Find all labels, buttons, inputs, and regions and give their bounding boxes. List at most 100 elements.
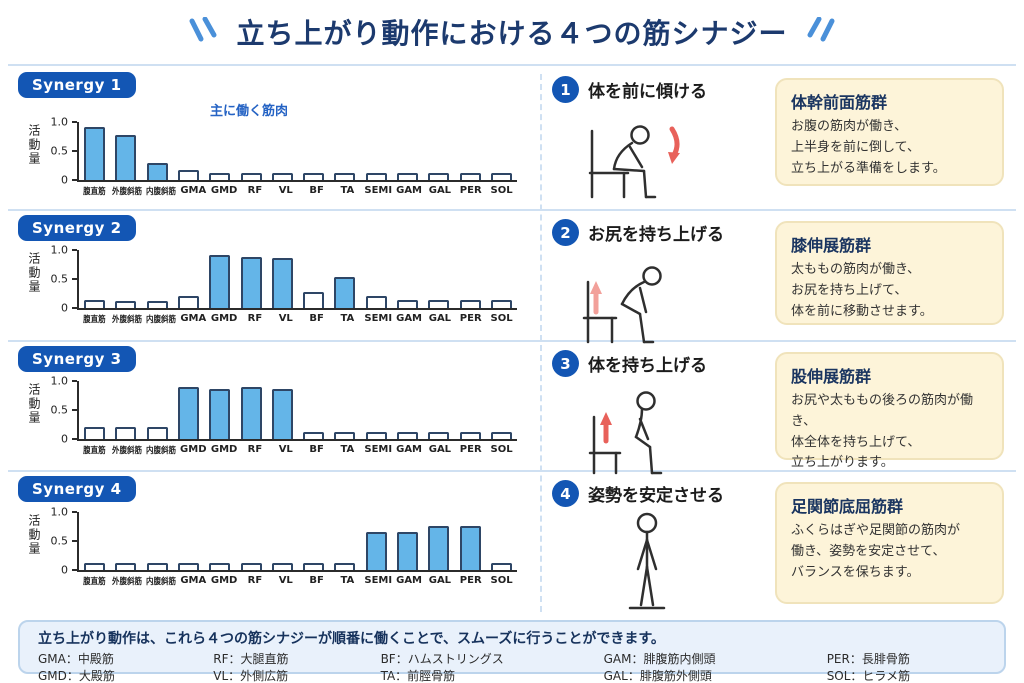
- bar-SOL: [490, 173, 512, 180]
- bar-GAM: [396, 300, 418, 308]
- category-label-GAL: GAL: [428, 575, 452, 586]
- bar-GMA: [177, 563, 199, 570]
- category-label-腹直筋: 腹直筋: [83, 446, 106, 456]
- category-label-BF: BF: [309, 444, 324, 455]
- bar-GMD: [177, 387, 199, 439]
- summary-text: 立ち上がり動作は、これら４つの筋シナジーが順番に働くことで、スムーズに行うことが…: [38, 631, 665, 647]
- y-axis-label: 活動量: [27, 124, 41, 166]
- y-tickmark: [72, 179, 77, 181]
- bar-外腹斜筋: [115, 301, 137, 308]
- info-line: 体全体を持ち上げて、: [791, 434, 921, 450]
- info-line: 立ち上がる準備をします。: [791, 160, 946, 176]
- info-line: 働き、姿勢を安定させて、: [791, 543, 946, 559]
- bar-GMD: [209, 255, 231, 308]
- bar-RF: [240, 257, 262, 308]
- y-tickmark: [72, 569, 77, 571]
- legend-item: BF：ハムストリングス: [380, 652, 504, 666]
- category-label-VL: VL: [278, 185, 293, 196]
- title-bar: 立ち上がり動作における４つの筋シナジー: [0, 12, 1024, 52]
- step-4-title: 姿勢を安定させる: [588, 486, 724, 506]
- info-line: お尻を持ち上げて、: [791, 282, 908, 298]
- bar-GMA: [177, 170, 199, 180]
- category-label-TA: TA: [340, 575, 355, 586]
- step-1-column: 1 体を前に傾ける: [552, 70, 784, 208]
- info-line: お腹の筋肉が働き、: [791, 119, 908, 134]
- person-standing-illustration: [628, 512, 666, 610]
- x-axis-labels: 腹直筋 外腹斜筋 内腹斜筋 GMA GMD RF VL BF TA SEMI GAM GAL PER SO…: [79, 313, 517, 325]
- bar-内腹斜筋: [146, 163, 168, 180]
- synergy-2-bar-chart: 活動量 1.0 0.5 0 腹直筋 外腹斜筋 内腹斜筋 GMA GMD RF VL BF TA SEM…: [26, 244, 517, 325]
- synergy-3-info-box: 股伸展筋群 お尻や太ももの後ろの筋肉が働き、 体全体を持ち上げて、 立ち上がりま…: [775, 352, 1004, 470]
- category-label-GAM: GAM: [396, 185, 423, 196]
- x-axis-labels: 腹直筋 外腹斜筋 内腹斜筋 GMA GMD RF VL BF TA SEMI GAM GAL PER SO…: [79, 185, 517, 197]
- bar-BF: [303, 563, 325, 570]
- step-2-number-badge: 2: [552, 219, 579, 246]
- category-label-PER: PER: [459, 313, 482, 324]
- person-rising-up-illustration: [588, 391, 663, 475]
- bar-外腹斜筋: [115, 135, 137, 180]
- category-label-GMD: GMD: [210, 313, 238, 324]
- legend-item: VL：外側広筋: [213, 669, 289, 683]
- bar-VL: [271, 173, 293, 180]
- category-label-GAL: GAL: [428, 313, 452, 324]
- info-line: バランスを保ちます。: [791, 564, 920, 580]
- y-tick-0.5: 0.5: [50, 534, 69, 548]
- bar-PER: [459, 432, 481, 439]
- y-tickmark: [72, 540, 77, 542]
- category-label-GAL: GAL: [428, 444, 452, 455]
- bar-GMD: [209, 563, 231, 570]
- bar-VL: [271, 389, 293, 439]
- x-axis-labels: 腹直筋 外腹斜筋 内腹斜筋 GMD GMD RF VL BF TA SEMI GAM GAL PER SO…: [79, 444, 517, 456]
- y-tickmark: [72, 511, 77, 513]
- bar-SEMI: [365, 532, 387, 570]
- title-decoration-left-icon: [189, 17, 217, 42]
- category-label-VL: VL: [278, 444, 293, 455]
- y-axis-label: 活動量: [27, 514, 41, 556]
- plot-area: [77, 250, 517, 310]
- synergy-2-badge: Synergy 2: [18, 215, 136, 241]
- y-tick-0.5: 0.5: [50, 272, 69, 286]
- bar-腹直筋: [84, 427, 106, 439]
- category-label-SOL: SOL: [490, 185, 513, 196]
- y-tickmark: [72, 307, 77, 309]
- title-decoration-right-icon: [807, 17, 834, 42]
- category-label-腹直筋: 腹直筋: [83, 187, 106, 197]
- category-label-内腹斜筋: 内腹斜筋: [145, 446, 176, 456]
- bar-GAM: [396, 173, 418, 180]
- bar-SOL: [490, 432, 512, 439]
- bar-VL: [271, 563, 293, 570]
- step-4-number-badge: 4: [552, 480, 579, 507]
- category-label-SEMI: SEMI: [364, 313, 393, 324]
- muscle-group-title: 体幹前面筋群: [791, 93, 888, 112]
- downward-arrow-icon: [668, 126, 680, 164]
- y-tick-0: 0: [61, 173, 68, 187]
- y-tick-0: 0: [61, 563, 68, 577]
- category-label-GAL: GAL: [428, 185, 452, 196]
- category-label-RF: RF: [247, 575, 263, 586]
- category-label-TA: TA: [340, 444, 355, 455]
- category-label-SOL: SOL: [490, 575, 513, 586]
- abbreviation-legend: GMA：中殿筋 GMD：大殿筋 RF：大腿直筋 VL：外側広筋 BF：ハムストリ…: [38, 651, 986, 683]
- step-3-column: 3 体を持ち上げる: [552, 344, 784, 475]
- muscle-group-title: 足関節底屈筋群: [791, 497, 904, 516]
- category-label-GMD: GMD: [210, 575, 238, 586]
- bar-外腹斜筋: [115, 563, 137, 570]
- y-tickmark: [72, 150, 77, 152]
- y-tickmark: [72, 249, 77, 251]
- bar-外腹斜筋: [115, 427, 137, 439]
- synergy-1-badge: Synergy 1: [18, 72, 136, 98]
- info-line: 上半身を前に倒して、: [791, 139, 920, 155]
- y-axis: 1.0 0.5 0: [43, 375, 77, 446]
- y-tick-1.0: 1.0: [50, 243, 69, 257]
- legend-item: PER：長腓骨筋: [826, 652, 910, 666]
- category-label-外腹斜筋: 外腹斜筋: [111, 446, 142, 456]
- info-line: 太ももの筋肉が働き、: [791, 262, 921, 277]
- bar-GMA: [177, 296, 199, 308]
- category-label-SOL: SOL: [490, 444, 513, 455]
- step-2-title: お尻を持ち上げる: [588, 225, 724, 245]
- category-label-TA: TA: [340, 185, 355, 196]
- synergy-3-bar-chart: 活動量 1.0 0.5 0 腹直筋 外腹斜筋 内腹斜筋 GMD GMD RF VL BF TA SEM…: [26, 375, 517, 456]
- footer-legend-box: 立ち上がり動作は、これら４つの筋シナジーが順番に働くことで、スムーズに行うことが…: [18, 620, 1006, 683]
- legend-item: SOL：ヒラメ筋: [826, 669, 911, 683]
- chart-1-annotation: 主に働く筋肉: [210, 104, 289, 119]
